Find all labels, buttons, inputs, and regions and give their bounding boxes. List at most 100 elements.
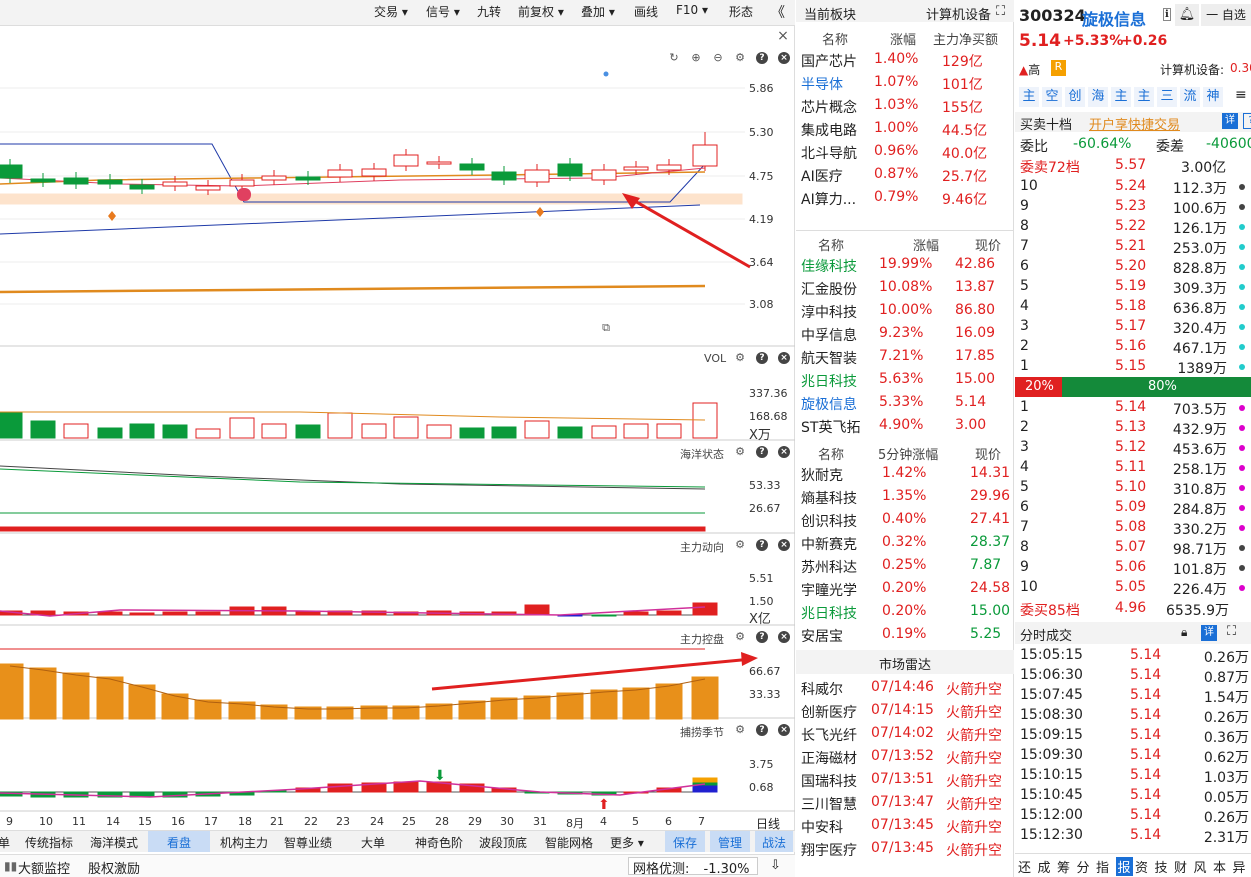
strategy-button[interactable]: 战法 <box>755 831 793 852</box>
adjust-menu[interactable]: 前复权 ▾ <box>518 5 564 19</box>
save-button[interactable]: 保存 <box>665 831 705 852</box>
gear-icon[interactable]: ⚙ <box>735 723 745 736</box>
bid-row[interactable]: 5 5.10 310.8万 <box>1015 478 1251 498</box>
bell-icon[interactable]: 🔔︎ <box>1175 4 1199 26</box>
help-icon[interactable]: ? <box>756 631 768 643</box>
nav-button[interactable]: 海 <box>1088 87 1108 107</box>
period-label[interactable]: 日线 <box>756 817 781 831</box>
nav-button[interactable]: 三 <box>1157 87 1177 107</box>
radar-row[interactable]: 中安科 07/13:45 火箭升空 <box>796 814 1014 837</box>
sector-row[interactable]: 半导体 1.07% 101亿 <box>796 71 1014 94</box>
pattern-button[interactable]: 形态 <box>729 5 754 19</box>
nine-turn-button[interactable]: 九转 <box>477 5 502 19</box>
bottom-tab[interactable]: 筹 <box>1057 861 1071 876</box>
stock-row[interactable]: 兆日科技 5.63% 15.00 <box>796 368 1014 391</box>
sector-row[interactable]: 集成电路 1.00% 44.5亿 <box>796 117 1014 140</box>
ask-row[interactable]: 2 5.16 467.1万 <box>1015 337 1251 357</box>
tab-wave[interactable]: 波段顶底 <box>479 836 528 850</box>
stock-row[interactable]: 航天智装 7.21% 17.85 <box>796 345 1014 368</box>
ask-row[interactable]: 4 5.18 636.8万 <box>1015 297 1251 317</box>
refresh-icon[interactable]: ↻ <box>669 51 679 64</box>
manage-button[interactable]: 管理 <box>710 831 750 852</box>
signal-menu[interactable]: 信号 ▾ <box>426 5 460 19</box>
radar-row[interactable]: 翔宇医疗 07/13:45 火箭升空 <box>796 837 1014 860</box>
bottom-tab[interactable]: 还 <box>1018 861 1032 876</box>
sector-row[interactable]: 芯片概念 1.03% 155亿 <box>796 94 1014 117</box>
sector-row[interactable]: 北斗导航 0.96% 40.0亿 <box>796 140 1014 163</box>
bottom-tab[interactable]: 资 <box>1135 861 1149 876</box>
radar-row[interactable]: 创新医疗 07/14:15 火箭升空 <box>796 699 1014 722</box>
gear-icon[interactable]: ⚙ <box>735 445 745 458</box>
tab-traditional[interactable]: 传统指标 <box>25 836 74 850</box>
collapse-icon[interactable]: 《 <box>771 5 785 21</box>
fast-trade-link[interactable]: 开户享快捷交易 <box>1089 118 1181 133</box>
radar-row[interactable]: 正海磁材 07/13:52 火箭升空 <box>796 745 1014 768</box>
toggle-icon[interactable]: ? <box>1243 113 1251 129</box>
sector-current[interactable]: 计算机设备 <box>926 8 992 23</box>
help-icon[interactable]: ? <box>756 724 768 736</box>
nav-button[interactable]: 流 <box>1180 87 1200 107</box>
radar-row[interactable]: 科威尔 07/14:46 火箭升空 <box>796 676 1014 699</box>
fast-row[interactable]: 熵基科技 1.35% 29.96 <box>796 485 1014 508</box>
tab-performance[interactable]: 智尊业绩 <box>284 836 333 850</box>
bid-row[interactable]: 6 5.09 284.8万 <box>1015 498 1251 518</box>
tab-watch[interactable]: 看盘 <box>148 831 210 852</box>
ask-row[interactable]: 3 5.17 320.4万 <box>1015 317 1251 337</box>
close-icon[interactable]: × <box>777 28 789 44</box>
ask-row[interactable]: 5 5.19 309.3万 <box>1015 277 1251 297</box>
fast-row[interactable]: 狄耐克 1.42% 14.31 <box>796 462 1014 485</box>
stock-row[interactable]: 淳中科技 10.00% 86.80 <box>796 299 1014 322</box>
bottom-tab[interactable]: 财 <box>1174 861 1188 876</box>
equity-incentive-button[interactable]: 股权激励 <box>88 862 141 877</box>
fast-row[interactable]: 苏州科达 0.25% 7.87 <box>796 554 1014 577</box>
sector-row[interactable]: AI医疗 0.87% 25.7亿 <box>796 163 1014 186</box>
bottom-tab[interactable]: 分 <box>1076 861 1090 876</box>
detail-icon[interactable]: 详 <box>1201 625 1217 641</box>
fast-row[interactable]: 宇瞳光学 0.20% 24.58 <box>796 577 1014 600</box>
gear-icon[interactable]: ⚙ <box>735 351 745 364</box>
radar-row[interactable]: 国瑞科技 07/13:51 火箭升空 <box>796 768 1014 791</box>
copy-icon[interactable]: ⧉ <box>602 321 610 334</box>
sector-row[interactable]: 国产芯片 1.40% 129亿 <box>796 48 1014 71</box>
ask-row[interactable]: 7 5.21 253.0万 <box>1015 237 1251 257</box>
nav-button[interactable]: 创 <box>1065 87 1085 107</box>
expand-icon[interactable]: ⛶ <box>1227 624 1237 639</box>
nav-button[interactable]: 主 <box>1134 87 1154 107</box>
ask-row[interactable]: 1 5.15 1389万 <box>1015 357 1251 377</box>
bid-row[interactable]: 1 5.14 703.5万 <box>1015 398 1251 418</box>
bid-row[interactable]: 9 5.06 101.8万 <box>1015 558 1251 578</box>
nav-button[interactable]: 神 <box>1203 87 1223 107</box>
gear-icon[interactable]: ⚙ <box>735 630 745 643</box>
close-icon[interactable]: × <box>778 352 790 364</box>
stock-row[interactable]: ST英飞拓 4.90% 3.00 <box>796 414 1014 437</box>
bottom-tab[interactable]: 技 <box>1154 861 1168 876</box>
stock-row[interactable]: 佳缘科技 19.99% 42.86 <box>796 253 1014 276</box>
expand-icon[interactable]: ⛶ <box>996 4 1006 19</box>
ask-row[interactable]: 6 5.20 828.8万 <box>1015 257 1251 277</box>
info-icon[interactable]: ℹ <box>1163 8 1171 21</box>
lock-icon[interactable]: 🔒︎ <box>1181 625 1188 639</box>
bid-row[interactable]: 7 5.08 330.2万 <box>1015 518 1251 538</box>
close-icon[interactable]: × <box>778 52 790 64</box>
sector-row[interactable]: AI算力... 0.79% 9.46亿 <box>796 186 1014 209</box>
tab-institution[interactable]: 机构主力 <box>220 836 269 850</box>
overlay-menu[interactable]: 叠加 ▾ <box>581 5 615 19</box>
gear-icon[interactable]: ⚙ <box>735 538 745 551</box>
nav-button[interactable]: 主 <box>1111 87 1131 107</box>
bid-row[interactable]: 8 5.07 98.71万 <box>1015 538 1251 558</box>
bottom-tab[interactable]: 风 <box>1193 861 1207 876</box>
tab-grid[interactable]: 智能网格 <box>545 836 594 850</box>
help-icon[interactable]: ? <box>756 446 768 458</box>
zoom-out-icon[interactable]: ⊖ <box>713 51 723 64</box>
radar-row[interactable]: 三川智慧 07/13:47 火箭升空 <box>796 791 1014 814</box>
fast-row[interactable]: 创识科技 0.40% 27.41 <box>796 508 1014 531</box>
help-icon[interactable]: ? <box>756 52 768 64</box>
ask-row[interactable]: 9 5.23 100.6万 <box>1015 197 1251 217</box>
bid-row[interactable]: 10 5.05 226.4万 <box>1015 578 1251 598</box>
gear-icon[interactable]: ⚙ <box>735 51 745 64</box>
f10-menu[interactable]: F10 ▾ <box>676 3 709 17</box>
zoom-in-icon[interactable]: ⊕ <box>691 51 701 64</box>
ask-row[interactable]: 10 5.24 112.3万 <box>1015 177 1251 197</box>
kline-chart-area[interactable]: 交易 ▾ 信号 ▾ 九转 前复权 ▾ 叠加 ▾ 画线 F10 ▾ 形态 《 × … <box>0 0 795 877</box>
close-icon[interactable]: × <box>778 539 790 551</box>
